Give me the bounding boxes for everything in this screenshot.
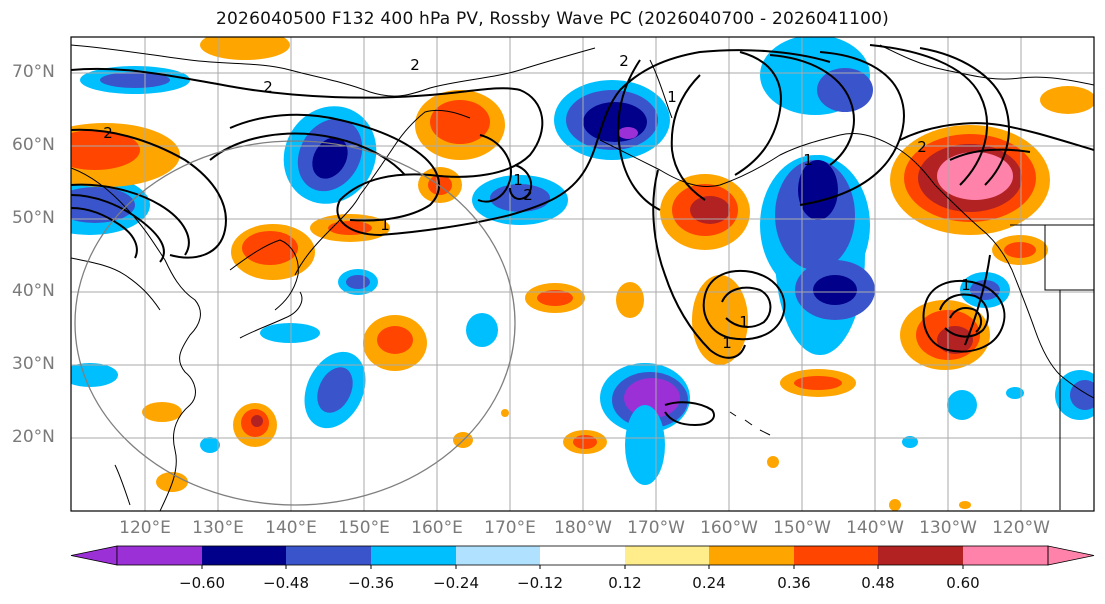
- colorbar-tick-label: −0.36: [348, 574, 394, 592]
- lon-label: 140°E: [265, 518, 317, 538]
- lat-label: 20°N: [12, 427, 55, 447]
- contour-label: 2: [263, 78, 273, 96]
- lon-label: 180°W: [554, 518, 612, 538]
- colorbar-tick-label: −0.60: [179, 574, 225, 592]
- lon-label: 160°W: [700, 518, 758, 538]
- colorbar-tick-label: 0.24: [692, 574, 726, 592]
- colorbar-tick-label: 0.36: [777, 574, 811, 592]
- colorbar-segment: [540, 546, 625, 565]
- colorbar-tick-label: 0.60: [946, 574, 980, 592]
- contour-label: 1: [513, 171, 523, 189]
- lon-label: 120°E: [119, 518, 171, 538]
- graticule: [71, 37, 1094, 511]
- lon-label: 140°W: [846, 518, 904, 538]
- contour-label: 1: [961, 276, 971, 294]
- negative-pv-anomalies: [71, 37, 1094, 485]
- colorbar-tick-label: 0.48: [861, 574, 895, 592]
- contour-label: 2: [410, 56, 420, 74]
- colorbar-frame: [116, 545, 1049, 566]
- lat-label: 70°N: [12, 62, 55, 82]
- colorbar-segment: [794, 546, 878, 565]
- contour-label: 2: [103, 124, 113, 142]
- lon-label: 150°W: [773, 518, 831, 538]
- map-title: 2026040500 F132 400 hPa PV, Rossby Wave …: [216, 9, 889, 29]
- colorbar-segment: [286, 546, 371, 565]
- map-frame: [70, 36, 1095, 512]
- colorbar-tick-label: −0.12: [517, 574, 563, 592]
- contour-label: 2: [917, 138, 927, 156]
- colorbar-tick-label: −0.24: [433, 574, 479, 592]
- colorbar-segment: [202, 546, 286, 565]
- colorbar-segment: [878, 546, 963, 565]
- colorbar-segment: [625, 546, 709, 565]
- contour-label: 1: [380, 216, 390, 234]
- lon-label: 170°E: [484, 518, 536, 538]
- lon-label: 130°E: [192, 518, 244, 538]
- reference-circle: [74, 140, 516, 506]
- lat-label: 30°N: [12, 354, 55, 374]
- contour-label-group: 2 2 2 2 1 1 1 1 2 1 1 1 2: [103, 52, 971, 352]
- lon-label: 160°E: [411, 518, 463, 538]
- contour-label: 1: [722, 334, 732, 352]
- lon-label: 120°W: [992, 518, 1050, 538]
- lon-label: 150°E: [338, 518, 390, 538]
- colorbar-extend-high: [1047, 545, 1095, 566]
- lat-label: 60°N: [12, 135, 55, 155]
- colorbar-segment: [709, 546, 794, 565]
- lon-label: 170°W: [627, 518, 685, 538]
- lat-label: 40°N: [12, 281, 55, 301]
- contour-label: 1: [739, 313, 749, 331]
- colorbar-extend-low: [70, 545, 118, 566]
- colorbar-segment: [456, 546, 540, 565]
- colorbar: [70, 545, 1095, 569]
- contour-label: 1: [667, 88, 677, 106]
- pv-contours: [71, 44, 1094, 427]
- contour-label: 2: [619, 52, 629, 70]
- colorbar-segment: [963, 546, 1048, 565]
- contour-label: 2: [523, 186, 533, 204]
- lat-label: 50°N: [12, 208, 55, 228]
- contour-label: 1: [803, 151, 813, 169]
- colorbar-tick-label: −0.48: [263, 574, 309, 592]
- lon-label: 130°W: [919, 518, 977, 538]
- colorbar-tick-label: 0.12: [608, 574, 642, 592]
- colorbar-segment: [371, 546, 456, 565]
- colorbar-segment: [117, 546, 202, 565]
